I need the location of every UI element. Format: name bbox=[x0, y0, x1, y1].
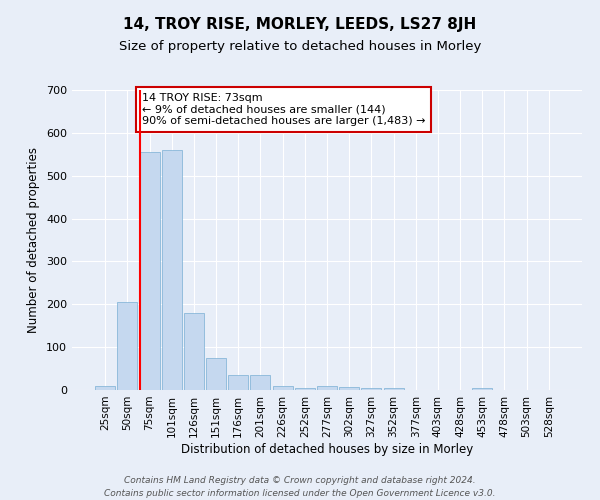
Text: 14, TROY RISE, MORLEY, LEEDS, LS27 8JH: 14, TROY RISE, MORLEY, LEEDS, LS27 8JH bbox=[124, 18, 476, 32]
Bar bbox=[95, 386, 115, 390]
Text: Contains public sector information licensed under the Open Government Licence v3: Contains public sector information licen… bbox=[104, 489, 496, 498]
Bar bbox=[272, 386, 293, 390]
Bar bbox=[118, 302, 137, 390]
Bar bbox=[250, 375, 271, 390]
Bar bbox=[339, 386, 359, 390]
Bar bbox=[228, 375, 248, 390]
Y-axis label: Number of detached properties: Number of detached properties bbox=[28, 147, 40, 333]
Text: Contains HM Land Registry data © Crown copyright and database right 2024.: Contains HM Land Registry data © Crown c… bbox=[124, 476, 476, 485]
Bar bbox=[206, 358, 226, 390]
X-axis label: Distribution of detached houses by size in Morley: Distribution of detached houses by size … bbox=[181, 442, 473, 456]
Bar bbox=[184, 313, 204, 390]
Bar bbox=[317, 386, 337, 390]
Bar bbox=[295, 388, 315, 390]
Bar bbox=[140, 152, 160, 390]
Bar bbox=[472, 388, 492, 390]
Text: Size of property relative to detached houses in Morley: Size of property relative to detached ho… bbox=[119, 40, 481, 53]
Bar bbox=[361, 388, 382, 390]
Bar bbox=[162, 150, 182, 390]
Text: 14 TROY RISE: 73sqm
← 9% of detached houses are smaller (144)
90% of semi-detach: 14 TROY RISE: 73sqm ← 9% of detached hou… bbox=[142, 93, 425, 126]
Bar bbox=[383, 388, 404, 390]
